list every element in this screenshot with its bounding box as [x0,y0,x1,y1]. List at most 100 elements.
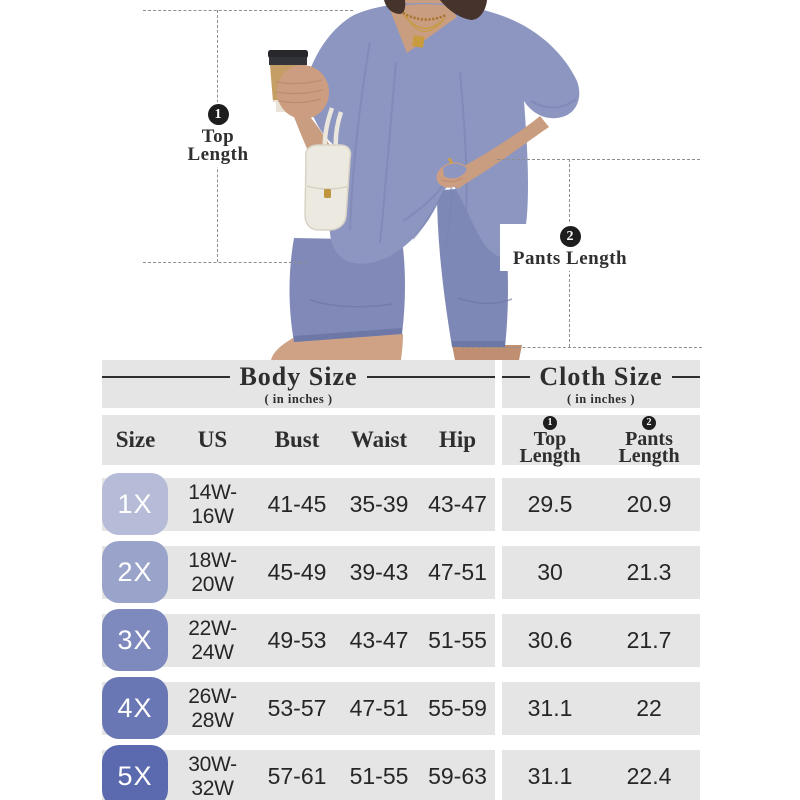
waist-value: 35-39 [349,491,409,517]
divider-line [102,375,231,378]
top-length-col-number: 1 [543,415,557,430]
shorts-fold [309,297,513,308]
handbag-clasp [324,189,331,198]
cloth-size-title: Cloth Size [539,361,663,391]
size-row-3x: 3X 22W-24W 49-53 43-47 51-55 30.6 21.7 [102,606,700,674]
bust-value: 41-45 [267,491,327,517]
col-header-hip: Hip [438,427,477,452]
top-length-label-line1: Top [201,126,235,147]
us-value: 30W-32W [188,752,237,800]
body-values: 3X 22W-24W 49-53 43-47 51-55 [102,609,495,671]
pants-length-lower-line [462,347,702,348]
cloth-size-header: Cloth Size ( in inches ) [502,360,701,408]
waist-value: 43-47 [349,627,409,653]
col-header-top-length: 1 Top Length [502,415,598,467]
waist-value: 47-51 [349,695,409,721]
body-values: 5X 30W-32W 57-61 51-55 59-63 [102,745,495,800]
pants-length-value: 22.4 [626,763,672,789]
shorts-right-hem [452,341,505,347]
top-length-number-badge: 1 [207,104,229,125]
top-length-col-line2: Length [519,444,581,467]
divider-line [366,375,496,378]
col-header-size: Size [115,427,156,452]
hip-value: 51-55 [428,627,487,653]
body-values: 2X 18W-20W 45-49 39-43 47-51 [102,541,495,603]
hip-value: 47-51 [428,559,487,585]
pants-length-col-line1: Pants [625,427,673,450]
pants-length-upper-line [497,159,700,160]
size-badge: 5X [102,745,168,800]
top-length-lower-line [143,262,307,263]
cloth-values: 30.6 21.7 [502,614,700,667]
body-size-header: Body Size ( in inches ) [102,360,496,408]
bust-value: 53-57 [267,695,327,721]
top-length-value: 30 [537,559,563,585]
pants-length-value: 22 [636,695,662,721]
top-length-label-line2: Length [187,144,249,165]
pants-length-label-text: Pants Length [512,248,628,269]
top-length-upper-line [143,10,353,11]
bust-value: 49-53 [267,627,327,653]
col-header-bust: Bust [274,427,320,452]
pants-length-value: 21.7 [626,627,672,653]
size-row-5x: 5X 30W-32W 57-61 51-55 59-63 31.1 22.4 [102,742,700,800]
shorts-left-hem [294,328,402,342]
waist-value: 39-43 [349,559,409,585]
body-size-title: Body Size [239,361,358,391]
top-length-label: 1 Top Length [160,102,276,167]
necklace-pendant [412,35,425,48]
top-length-col-line1: Top [533,427,567,450]
right-hand [276,65,330,119]
size-row-2x: 2X 18W-20W 45-49 39-43 47-51 30 21.3 [102,538,700,606]
finger-lines [275,79,324,104]
size-badge: 3X [102,609,168,671]
product-photo: 1 Top Length 2 Pants Length [0,0,800,360]
pants-length-value: 20.9 [626,491,672,517]
hip-value: 55-59 [428,695,487,721]
hip-value: 59-63 [428,763,487,789]
body-values: 1X 14W-16W 41-45 35-39 43-47 [102,473,495,535]
handbag-body [304,144,352,231]
pants-length-label: 2 Pants Length [500,224,640,271]
back-leg [452,345,522,360]
shorts-left-leg [289,238,405,342]
necklace-pendant-chain [405,15,445,32]
size-badge: 1X [102,473,168,535]
col-header-waist: Waist [350,427,408,452]
pants-length-col-number: 2 [642,415,656,430]
hip-value: 43-47 [428,491,487,517]
divider-line [671,375,701,378]
top-length-value: 29.5 [527,491,573,517]
bust-value: 45-49 [267,559,327,585]
size-row-1x: 1X 14W-16W 41-45 35-39 43-47 29.5 20.9 [102,470,700,538]
size-row-4x: 4X 26W-28W 53-57 47-51 55-59 31.1 22 [102,674,700,742]
coffee-cup-lid [269,57,307,65]
cloth-column-headers: 1 Top Length 2 Pants Length [502,415,700,467]
model-illustration [268,0,580,360]
hair-left [384,0,406,14]
section-title-row: Body Size ( in inches ) Cloth Size ( in … [102,360,701,415]
top-garment [305,3,580,264]
hem-bunch [443,163,467,179]
body-size-subtitle: ( in inches ) [264,391,333,406]
top-length-value: 31.1 [527,695,573,721]
us-value: 14W-16W [188,480,237,528]
cloth-values: 31.1 22.4 [502,750,700,800]
hair-right [440,0,487,20]
col-header-pants-length: 2 Pants Length [598,415,700,466]
us-value: 26W-28W [188,684,237,732]
cloth-values: 30 21.3 [502,546,700,599]
body-values: 4X 26W-28W 53-57 47-51 55-59 [102,677,495,739]
size-badge: 4X [102,677,168,739]
coffee-cup-lid-top [268,50,308,58]
top-length-value: 31.1 [527,763,573,789]
necklace-choker [402,11,447,21]
us-value: 18W-20W [188,548,237,596]
garment-folds [349,41,577,251]
cloth-values: 31.1 22 [502,682,700,735]
pants-length-value: 21.3 [626,559,672,585]
body-column-headers: Size US Bust Waist Hip [102,415,495,465]
bust-value: 57-61 [267,763,327,789]
ring [448,157,453,164]
